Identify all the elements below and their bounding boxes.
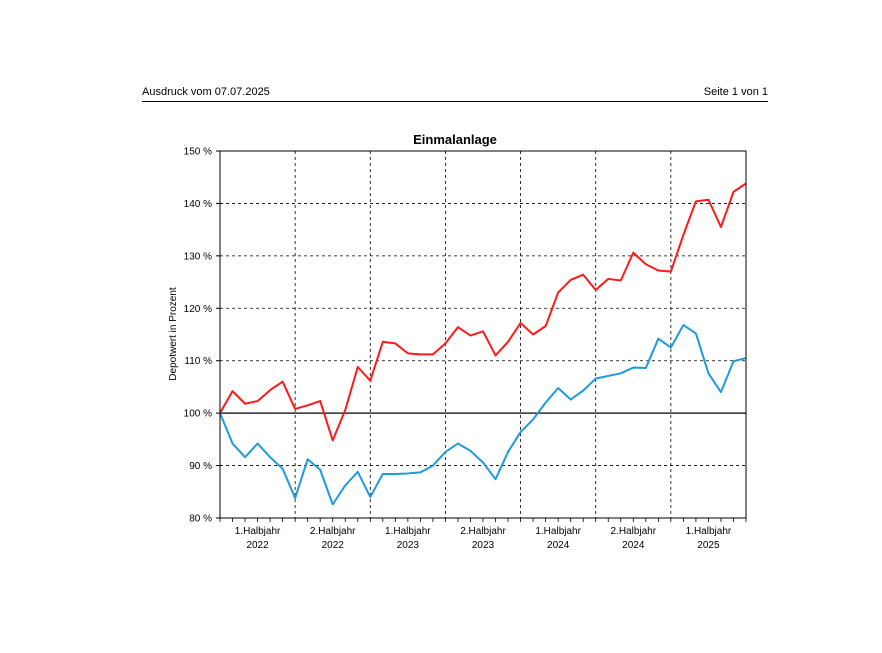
x-tick-label: 2022 xyxy=(322,540,345,551)
print-header: Ausdruck vom 07.07.2025 Seite 1 von 1 xyxy=(142,85,768,102)
x-tick-label: 2022 xyxy=(246,540,269,551)
page-number: Seite 1 von 1 xyxy=(703,86,768,98)
x-tick-label: 1.Halbjahr xyxy=(686,526,732,537)
series-line-2 xyxy=(219,324,747,506)
y-tick-label: 130 % xyxy=(184,251,212,262)
x-tick-label: 1.Halbjahr xyxy=(535,526,581,537)
y-axis-ticks: 80 % 90 % 100 % 110 % 120 % 130 % 140 % 150 % xyxy=(184,147,220,525)
y-tick-label: 150 % xyxy=(184,147,212,158)
series-line-1 xyxy=(219,182,747,442)
y-tick-label: 140 % xyxy=(184,199,212,210)
x-tick-label: 2023 xyxy=(472,540,495,551)
y-tick-label: 90 % xyxy=(189,461,212,472)
print-date: Ausdruck vom 07.07.2025 xyxy=(142,86,270,98)
series-layer xyxy=(219,182,747,506)
x-axis-ticks: 1.Halbjahr 2022 2.Halbjahr 2022 1.Halbjahr 20… xyxy=(219,518,747,551)
x-tick-label: 2023 xyxy=(397,540,420,551)
plot-frame xyxy=(219,150,747,519)
x-tick-label: 2.Halbjahr xyxy=(460,526,506,537)
x-tick-label: 1.Halbjahr xyxy=(235,526,281,537)
x-tick-label: 2.Halbjahr xyxy=(310,526,356,537)
x-tick-label: 2024 xyxy=(547,540,570,551)
grid-lines xyxy=(220,151,746,518)
x-tick-label: 2025 xyxy=(697,540,720,551)
y-tick-label: 120 % xyxy=(184,304,212,315)
x-tick-label: 1.Halbjahr xyxy=(385,526,431,537)
y-axis-label: Depotwert in Prozent xyxy=(168,287,179,381)
chart-title: Einmalanlage xyxy=(413,132,497,147)
y-tick-label: 110 % xyxy=(184,356,212,367)
x-tick-label: 2024 xyxy=(622,540,645,551)
x-tick-label: 2.Halbjahr xyxy=(610,526,656,537)
y-tick-label: 80 % xyxy=(189,514,212,525)
y-tick-label: 100 % xyxy=(184,409,212,420)
